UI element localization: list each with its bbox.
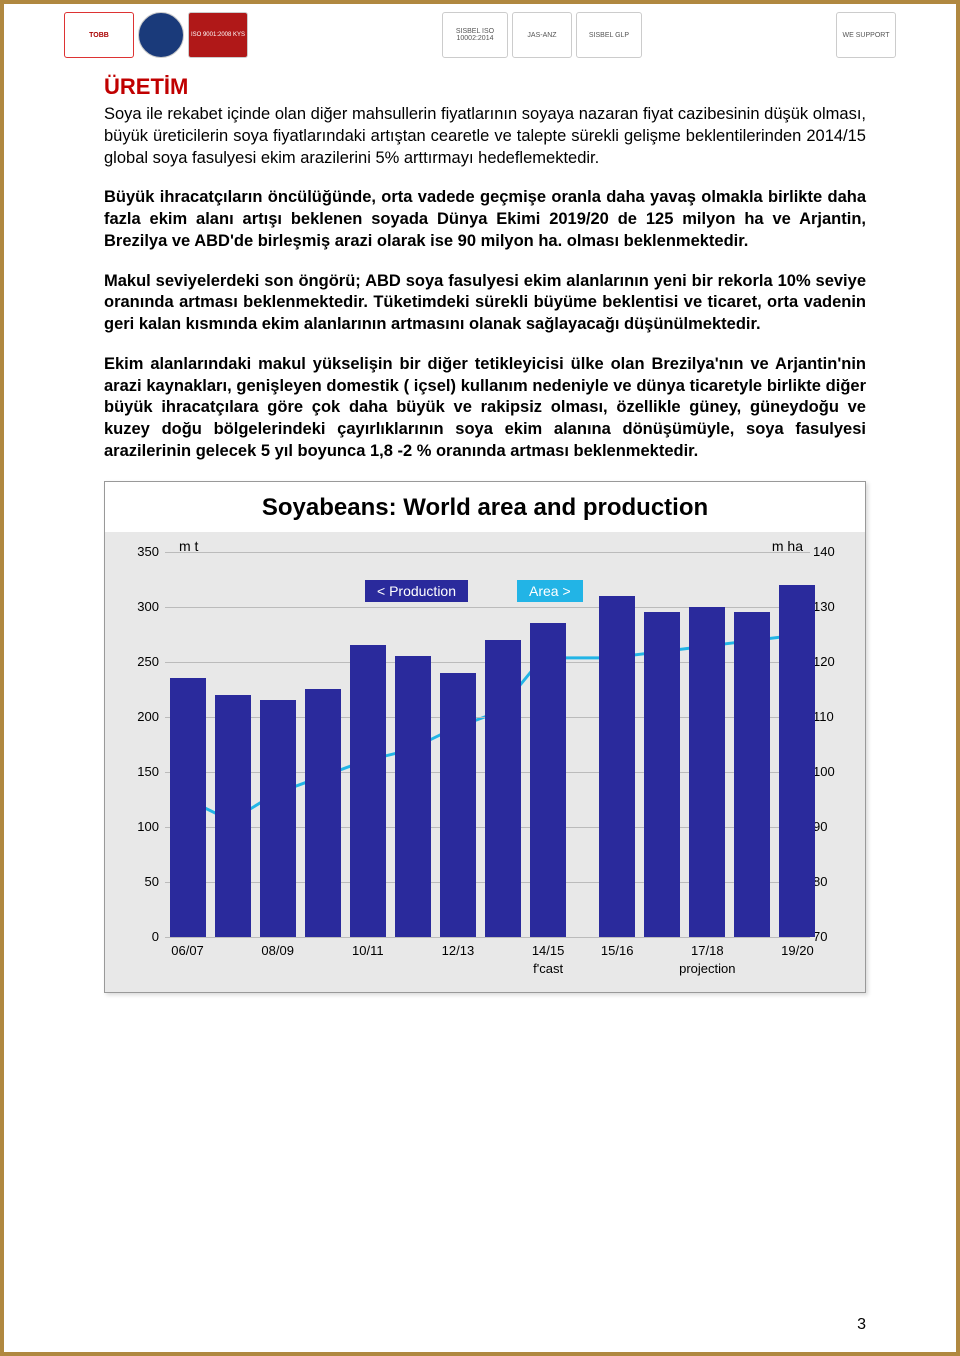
bar-3 xyxy=(305,689,341,937)
header-logo-strip: TOBB ISO 9001:2008 KYS SISBEL ISO 10002:… xyxy=(4,4,956,64)
ytick-left-50: 50 xyxy=(129,874,159,889)
legend-production: < Production xyxy=(365,580,468,602)
ytick-right-70: 70 xyxy=(813,929,843,944)
paragraph-1: Soya ile rekabet içinde olan diğer mahsu… xyxy=(104,104,866,169)
paragraph-2: Büyük ihracatçıların öncülüğünde, orta v… xyxy=(104,187,866,252)
ytick-left-0: 0 xyxy=(129,929,159,944)
legend-area-label: Area > xyxy=(529,583,571,599)
bar-8 xyxy=(530,623,566,937)
gridline xyxy=(165,937,810,938)
logo-circle-1 xyxy=(138,12,184,58)
xsub-projection: projection xyxy=(679,961,735,976)
logo-iso9001: ISO 9001:2008 KYS xyxy=(188,12,248,58)
xlabel-08/09: 08/09 xyxy=(261,943,294,958)
xlabel-15/16: 15/16 xyxy=(601,943,634,958)
logo-sisbel-glp: SISBEL GLP xyxy=(576,12,642,58)
ytick-right-100: 100 xyxy=(813,764,843,779)
bar-10 xyxy=(644,612,680,937)
ytick-left-100: 100 xyxy=(129,819,159,834)
legend-area: Area > xyxy=(517,580,583,602)
ytick-right-80: 80 xyxy=(813,874,843,889)
xlabel-10/11: 10/11 xyxy=(352,943,384,958)
bar-4 xyxy=(350,645,386,937)
xlabel-17/18: 17/18 xyxy=(691,943,724,958)
ytick-left-250: 250 xyxy=(129,654,159,669)
bar-0 xyxy=(170,678,206,937)
logo-tobb: TOBB xyxy=(64,12,134,58)
paragraph-4: Ekim alanlarındaki makul yükselişin bir … xyxy=(104,354,866,463)
bar-7 xyxy=(485,640,521,937)
bar-12 xyxy=(734,612,770,937)
chart-title: Soyabeans: World area and production xyxy=(105,482,865,532)
xlabel-06/07: 06/07 xyxy=(171,943,204,958)
bar-5 xyxy=(395,656,431,937)
bar-9 xyxy=(599,596,635,937)
logo-jas-anz: JAS-ANZ xyxy=(512,12,572,58)
section-title: ÜRETİM xyxy=(104,74,866,100)
logo-group-mid: SISBEL ISO 10002:2014 JAS-ANZ SISBEL GLP xyxy=(442,12,642,58)
ytick-right-110: 110 xyxy=(813,709,843,724)
legend-production-label: < Production xyxy=(377,583,456,599)
bar-13 xyxy=(779,585,815,937)
ytick-right-130: 130 xyxy=(813,599,843,614)
ytick-right-140: 140 xyxy=(813,544,843,559)
ytick-left-150: 150 xyxy=(129,764,159,779)
document-body: ÜRETİM Soya ile rekabet içinde olan diğe… xyxy=(4,64,956,463)
bar-11 xyxy=(689,607,725,937)
ytick-left-200: 200 xyxy=(129,709,159,724)
paragraph-3: Makul seviyelerdeki son öngörü; ABD soya… xyxy=(104,271,866,336)
logo-sisbel-10002: SISBEL ISO 10002:2014 xyxy=(442,12,508,58)
xlabel-12/13: 12/13 xyxy=(442,943,475,958)
logo-group-left: TOBB ISO 9001:2008 KYS xyxy=(64,12,248,58)
ytick-left-300: 300 xyxy=(129,599,159,614)
bar-2 xyxy=(260,700,296,937)
bar-1 xyxy=(215,695,251,937)
xsub-fcast: f'cast xyxy=(533,961,563,976)
xlabel-14/15: 14/15 xyxy=(532,943,565,958)
gridline xyxy=(165,552,810,553)
ytick-right-90: 90 xyxy=(813,819,843,834)
xlabel-19/20: 19/20 xyxy=(781,943,814,958)
page-number: 3 xyxy=(857,1316,866,1334)
ytick-right-120: 120 xyxy=(813,654,843,669)
logo-global-compact: WE SUPPORT xyxy=(836,12,896,58)
chart-plot-area: m t m ha < Production Area > 05010015020… xyxy=(105,532,865,992)
ytick-left-350: 350 xyxy=(129,544,159,559)
chart-container: Soyabeans: World area and production m t… xyxy=(104,481,866,993)
bar-6 xyxy=(440,673,476,937)
